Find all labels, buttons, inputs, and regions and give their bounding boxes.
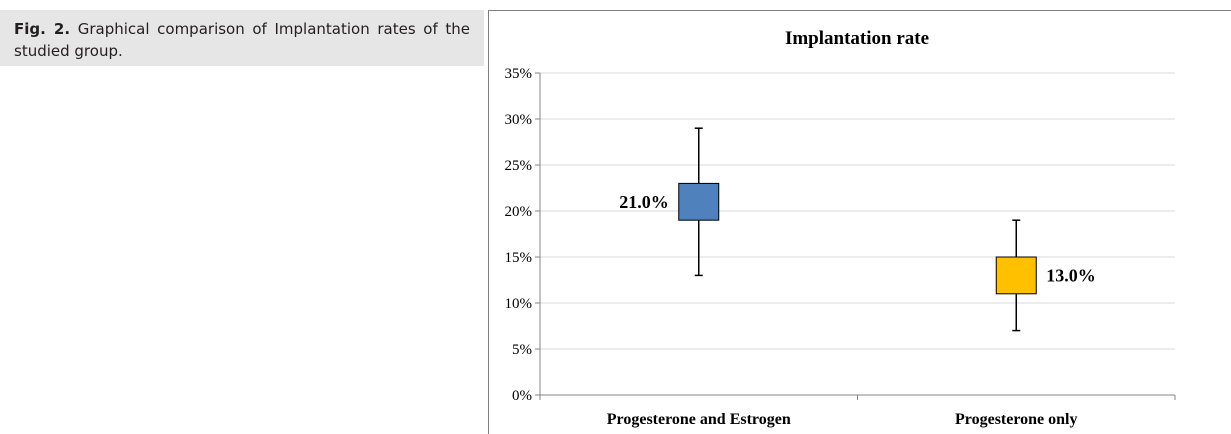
box <box>995 256 1037 295</box>
box-group: 13.0% <box>995 219 1096 332</box>
data-label: 13.0% <box>1046 265 1096 285</box>
y-tick-label: 0% <box>512 388 532 404</box>
box-group: 21.0% <box>619 127 720 277</box>
y-tick-label: 15% <box>505 250 533 266</box>
data-label: 21.0% <box>619 192 669 212</box>
y-tick-label: 30% <box>505 112 533 128</box>
figure-caption: Fig. 2. Graphical comparison of Implanta… <box>0 10 484 66</box>
axes: 0% 5% 10% 15% 20% 25% 30% 35% Progesterone and E… <box>505 66 1176 428</box>
x-tick-label: Progesterone only <box>955 411 1078 428</box>
figure-caption-text: Graphical comparison of Implantation rat… <box>14 20 470 60</box>
box <box>678 182 720 221</box>
y-tick-label: 10% <box>505 296 533 312</box>
boxes: 21.0% 13.0% <box>619 127 1096 332</box>
chart-frame <box>488 10 1231 434</box>
y-tick-label: 35% <box>505 66 533 82</box>
chart-title: Implantation rate <box>785 28 929 49</box>
gridlines <box>540 72 1175 350</box>
y-tick-label: 20% <box>505 204 533 220</box>
figure-label: Fig. 2. <box>14 20 71 38</box>
x-tick-label: Progesterone and Estrogen <box>607 411 791 428</box>
y-tick-label: 25% <box>505 158 533 174</box>
y-tick-label: 5% <box>512 342 532 358</box>
